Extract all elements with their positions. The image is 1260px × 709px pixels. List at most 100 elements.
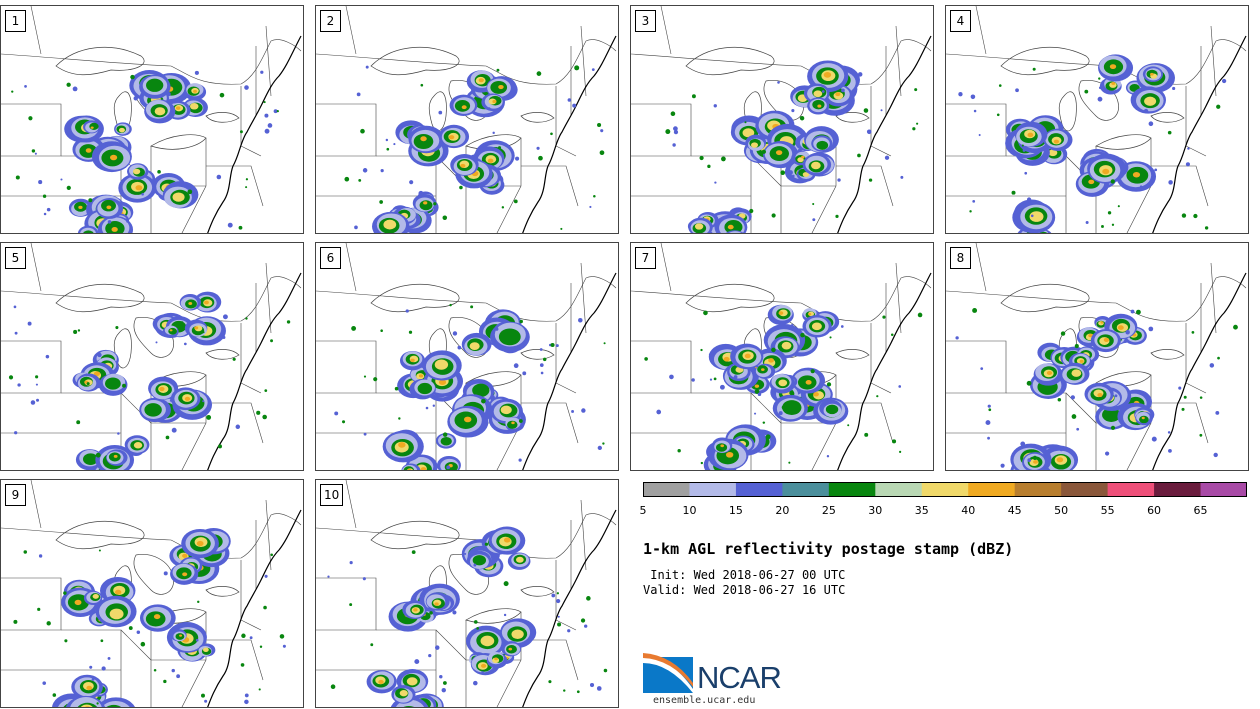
lake-superior [370, 46, 460, 76]
map-member-1 [1, 6, 302, 233]
reflectivity-speckle [811, 380, 817, 386]
reflectivity-speckle [1167, 431, 1171, 434]
reflectivity-cell [506, 420, 518, 429]
reflectivity-cell [413, 608, 418, 612]
map-member-8 [946, 243, 1247, 470]
reflectivity-speckle [1217, 356, 1220, 360]
lake-erie [150, 134, 207, 150]
reflectivity-speckle [917, 312, 923, 318]
reflectivity-cell [728, 231, 742, 233]
reflectivity-cell [423, 201, 428, 205]
reflectivity-speckle [978, 134, 981, 137]
reflectivity-speckle [488, 404, 491, 407]
map-member-3 [631, 6, 932, 233]
state-border [1210, 262, 1217, 334]
reflectivity-speckle [432, 404, 436, 407]
reflectivity-cell [406, 677, 418, 686]
reflectivity-speckle [240, 663, 245, 667]
reflectivity-cell [92, 593, 99, 599]
reflectivity-speckle [64, 639, 68, 643]
lake-ontario [835, 112, 870, 123]
reflectivity-speckle [1098, 86, 1102, 90]
colorbar-swatch [643, 482, 690, 497]
reflectivity-speckle [498, 146, 502, 150]
reflectivity-speckle [442, 432, 448, 437]
reflectivity-speckle [538, 155, 543, 161]
reflectivity-speckle [259, 645, 263, 648]
reflectivity-speckle [761, 149, 767, 154]
lake-superior [1000, 46, 1090, 76]
reflectivity-speckle [66, 82, 71, 87]
reflectivity-speckle [197, 600, 200, 604]
map-member-5 [1, 243, 302, 470]
reflectivity-speckle [433, 202, 437, 206]
reflectivity-speckle [555, 344, 559, 348]
reflectivity-cell [744, 353, 751, 359]
reflectivity-cell [146, 78, 164, 92]
reflectivity-cell [817, 104, 822, 108]
reflectivity-speckle [473, 680, 478, 686]
reflectivity-speckle [515, 156, 520, 161]
reflectivity-cell [145, 611, 166, 627]
state-border [435, 629, 467, 661]
reflectivity-cell [498, 328, 521, 346]
reflectivity-cell [417, 382, 433, 395]
reflectivity-cell [105, 377, 121, 390]
reflectivity-speckle [23, 550, 28, 554]
reflectivity-speckle [166, 92, 171, 97]
state-border [240, 86, 262, 157]
reflectivity-speckle [128, 626, 133, 630]
reflectivity-speckle [518, 458, 522, 462]
reflectivity-speckle [522, 371, 527, 376]
reflectivity-cell [1097, 393, 1103, 398]
colorbar-tick-label: 10 [682, 504, 697, 517]
reflectivity-cell [1029, 211, 1044, 222]
lake-ontario [520, 112, 555, 123]
reflectivity-cell [469, 342, 480, 350]
reflectivity-speckle [1136, 309, 1141, 315]
reflectivity-speckle [749, 208, 754, 214]
colorbar-swatch [921, 482, 969, 497]
reflectivity-speckle [1151, 436, 1157, 442]
reflectivity-cell [1048, 149, 1058, 157]
logo-text: NCAR [697, 660, 782, 695]
reflectivity-speckle [1117, 205, 1120, 208]
state-border [240, 323, 262, 394]
member-label: 6 [320, 247, 341, 269]
reflectivity-speckle [567, 98, 572, 102]
reflectivity-speckle [77, 329, 81, 332]
lake-ontario [205, 586, 240, 597]
ncar-logo-icon [643, 653, 693, 693]
state-border [265, 25, 272, 97]
reflectivity-speckle [958, 92, 963, 97]
state-border [265, 499, 272, 571]
reflectivity-speckle [46, 621, 51, 626]
state-border [895, 262, 902, 334]
reflectivity-cell [399, 690, 408, 697]
reflectivity-speckle [719, 384, 725, 390]
reflectivity-speckle [52, 693, 57, 697]
reflectivity-speckle [868, 178, 873, 182]
lake-erie [1095, 134, 1152, 150]
reflectivity-cell [398, 442, 406, 448]
reflectivity-speckle [204, 699, 208, 703]
reflectivity-speckle [900, 175, 904, 179]
state-border [555, 560, 577, 631]
lake-superior [685, 283, 775, 313]
reflectivity-cell [1109, 64, 1117, 70]
reflectivity-speckle [591, 68, 595, 72]
reflectivity-speckle [557, 622, 562, 627]
state-border [1151, 165, 1209, 207]
member-label: 9 [5, 484, 26, 506]
reflectivity-cell [480, 663, 487, 668]
reflectivity-cell [511, 629, 524, 639]
reflectivity-speckle [235, 424, 241, 430]
reflectivity-cell [472, 555, 487, 566]
reflectivity-speckle [286, 320, 291, 324]
reflectivity-cell [802, 172, 810, 178]
reflectivity-speckle [263, 101, 266, 104]
reflectivity-speckle [1070, 395, 1075, 400]
reflectivity-speckle [513, 363, 519, 369]
state-border [206, 639, 264, 681]
reflectivity-speckle [245, 186, 248, 189]
